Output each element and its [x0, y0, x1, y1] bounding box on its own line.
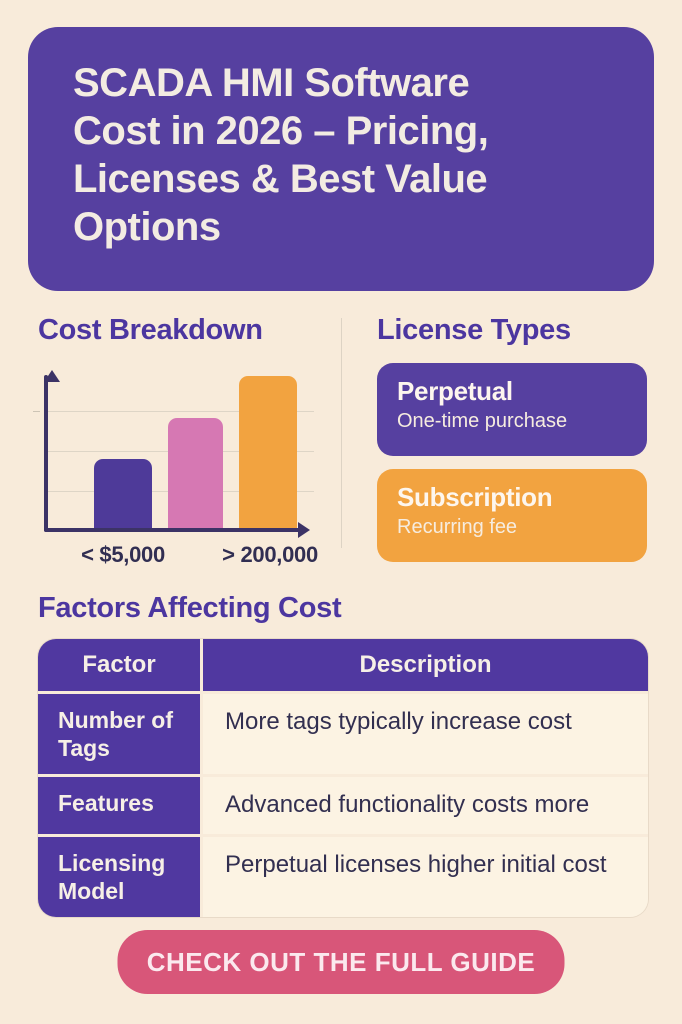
- subscription-card-title: Subscription: [397, 482, 553, 512]
- section-divider: [341, 318, 342, 548]
- cost-breakdown-heading: Cost Breakdown: [38, 314, 263, 346]
- factors-section: Factors Affecting Cost Factor Descriptio…: [38, 592, 648, 917]
- table-row-factor: Features: [38, 777, 200, 834]
- cta-button[interactable]: CHECK OUT THE FULL GUIDE: [117, 930, 565, 994]
- license-types-heading: License Types: [377, 314, 571, 346]
- cost-bar-chart: [33, 369, 314, 538]
- cost-breakdown-section: Cost Breakdown < $5,000 > 200,000: [33, 314, 338, 572]
- factors-table: Factor Description Number of Tags More t…: [38, 639, 648, 917]
- x-label-over-200000: > 200,000: [222, 542, 318, 567]
- table-header-description: Description: [203, 639, 648, 691]
- perpetual-card: Perpetual One-time purchase: [377, 363, 647, 456]
- gridline: [47, 411, 314, 412]
- perpetual-card-subtitle: One-time purchase: [397, 410, 568, 432]
- table-row-factor: Number of Tags: [38, 694, 200, 775]
- factors-heading: Factors Affecting Cost: [38, 592, 342, 624]
- x-axis: [44, 522, 310, 538]
- axis-tick: [33, 411, 40, 412]
- license-types-section: License Types Perpetual One-time purchas…: [377, 314, 647, 562]
- perpetual-card-title: Perpetual: [397, 376, 513, 406]
- subscription-card-subtitle: Recurring fee: [397, 516, 518, 538]
- table-row-factor: Licensing Model: [38, 836, 200, 917]
- table-row-description: Advanced functionality costs more: [203, 777, 648, 834]
- header-card: SCADA HMI Software Cost in 2026 – Pricin…: [28, 27, 654, 291]
- bar-under-5000: [94, 458, 152, 529]
- table-row-description: More tags typically increase cost: [203, 694, 648, 775]
- y-axis-arrow-icon: [44, 370, 60, 382]
- table-row-description: Perpetual licenses higher initial cost: [203, 836, 648, 917]
- subscription-card: Subscription Recurring fee: [377, 469, 647, 562]
- bar-over-200000: [239, 375, 297, 529]
- table-header-factor: Factor: [38, 639, 200, 691]
- page-title: SCADA HMI Software Cost in 2026 – Pricin…: [73, 61, 489, 249]
- bar-mid-tier: [168, 418, 223, 529]
- y-axis: [44, 370, 60, 532]
- x-label-under-5000: < $5,000: [81, 542, 165, 567]
- x-axis-arrow-icon: [298, 522, 310, 538]
- chart-x-labels: < $5,000 > 200,000: [38, 542, 338, 572]
